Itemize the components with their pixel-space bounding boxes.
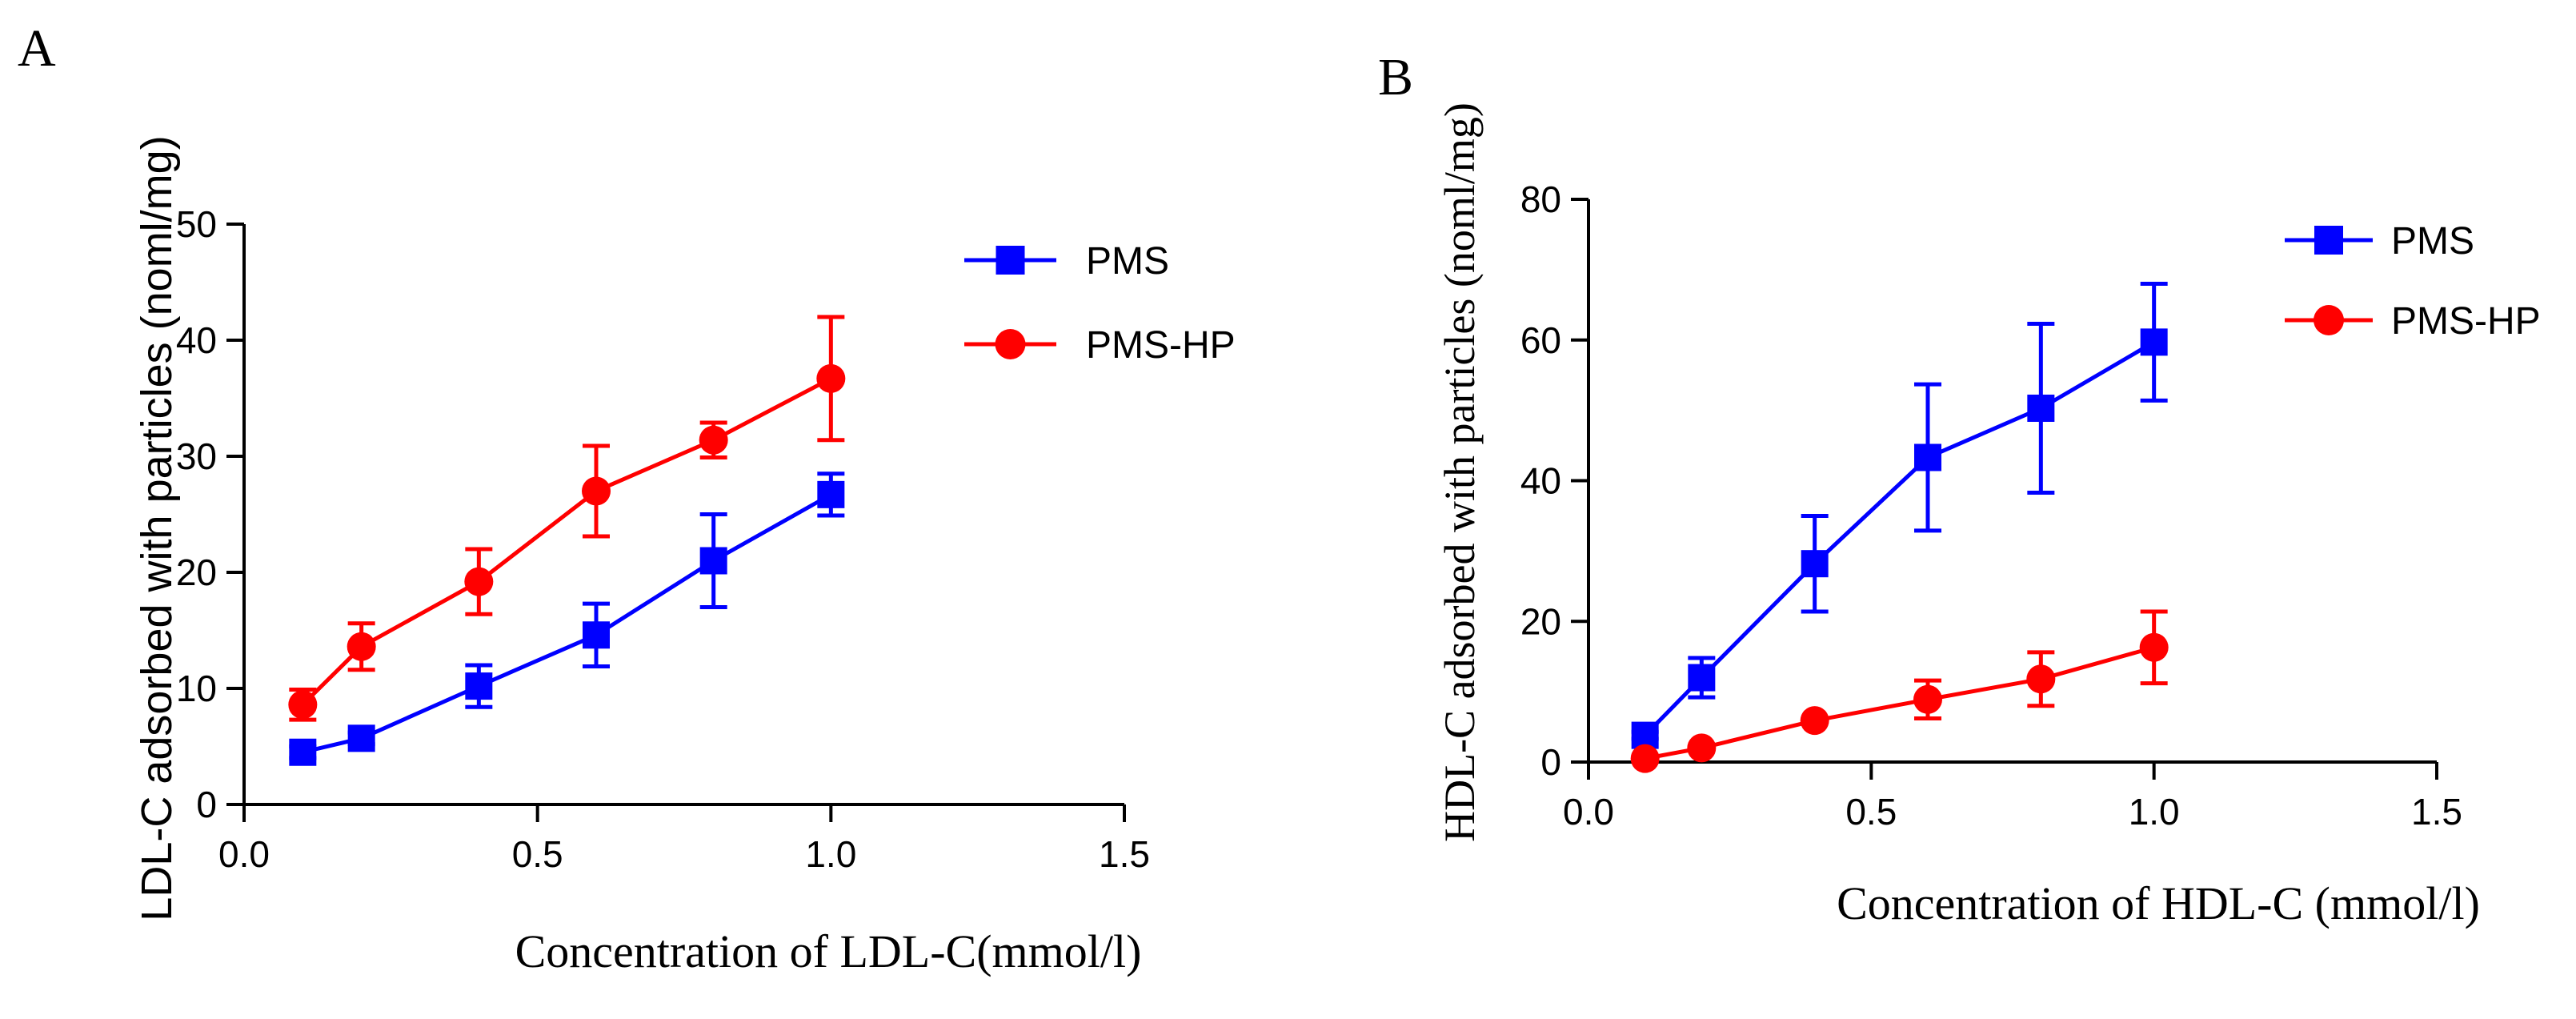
- panel-a-data-point-pms-hp: [582, 476, 611, 506]
- panel-a-legend: PMS PMS-HP: [964, 240, 1236, 367]
- panel-a-data-point-pms: [817, 480, 845, 508]
- panel-b-data-point-pms-hp: [1913, 684, 1942, 714]
- panel-b-x-tick-label: 1.5: [2411, 791, 2462, 832]
- panel-a-data-point-pms-hp: [288, 690, 318, 720]
- panel-a-data-point-pms: [583, 621, 610, 649]
- panel-b-legend-label-pms: PMS: [2391, 220, 2474, 263]
- panel-a-x-tick-label: 0.0: [218, 833, 270, 875]
- panel-a-data-point-pms: [465, 672, 493, 700]
- panel-a-y-tick-label: 30: [176, 435, 217, 477]
- panel-b-data-point-pms: [1801, 550, 1829, 578]
- panel-b: B 0.0 0.5 1.0 1.5 0 20 40 60 80 PMS PMS-HP Concen…: [1378, 48, 2541, 929]
- panel-b-data-point-pms-hp: [1800, 706, 1829, 736]
- panel-b-y-tick-label: 20: [1520, 600, 1561, 642]
- panel-a-y-tick-label: 0: [196, 784, 217, 825]
- panel-label-a: A: [18, 19, 56, 78]
- panel-b-legend: PMS PMS-HP: [2285, 220, 2541, 343]
- panel-label-b: B: [1378, 48, 1413, 106]
- panel-b-data-point-pms-hp: [1630, 744, 1660, 773]
- panel-a-legend-marker-pms-hp: [995, 329, 1026, 359]
- panel-b-x-tick-label: 1.0: [2129, 791, 2180, 832]
- panel-a-series: [288, 315, 846, 766]
- panel-b-legend-label-pms-hp: PMS-HP: [2391, 300, 2541, 343]
- panel-a-data-point-pms: [289, 738, 317, 766]
- panel-a-data-point-pms-hp: [816, 363, 846, 393]
- panel-a-x-tick-label: 1.5: [1099, 833, 1150, 875]
- panel-a-x-axis-label: Concentration of LDL-C(mmol/l): [515, 925, 1142, 977]
- panel-a-legend-label-pms-hp: PMS-HP: [1086, 324, 1236, 367]
- panel-a-y-tick-label: 40: [176, 319, 217, 361]
- panel-a-data-point-pms-hp: [347, 632, 376, 661]
- panel-b-series: [1630, 281, 2169, 773]
- panel-a-legend-marker-pms: [996, 246, 1025, 275]
- panel-b-y-axis-label: HDL-C adsorbed with particles (noml/mg): [1436, 102, 1484, 842]
- panel-a-data-point-pms-hp: [464, 567, 494, 596]
- panel-a-data-point-pms: [699, 547, 727, 575]
- panel-b-data-point-pms-hp: [2026, 664, 2056, 694]
- panel-b-x-axis-label: Concentration of HDL-C (mmol/l): [1837, 877, 2480, 929]
- panel-a-y-tick-label: 20: [176, 552, 217, 593]
- panel-a-data-point-pms-hp: [699, 425, 728, 455]
- panel-a-legend-label-pms: PMS: [1086, 240, 1169, 283]
- panel-b-data-point-pms-hp: [2139, 632, 2169, 662]
- panel-a-x-tick-label: 1.0: [805, 833, 856, 875]
- panel-b-legend-marker-pms-hp: [2314, 305, 2344, 335]
- panel-a-y-axis-label: LDL-C adsorbed with particles (noml/mg): [133, 135, 181, 921]
- panel-b-legend-marker-pms: [2314, 226, 2343, 255]
- panel-b-y-tick-label: 40: [1520, 460, 1561, 502]
- panel-a-axes: 0.0 0.5 1.0 1.5 0 10 20 30 40 50: [176, 203, 1150, 875]
- panel-a-x-tick-label: 0.5: [512, 833, 563, 875]
- panel-b-y-tick-label: 0: [1540, 741, 1561, 783]
- panel-b-data-point-pms-hp: [1687, 733, 1717, 763]
- panel-b-data-point-pms: [1688, 664, 1716, 692]
- panel-b-y-tick-label: 60: [1520, 319, 1561, 361]
- panel-b-data-point-pms: [2140, 328, 2168, 356]
- panel-b-data-point-pms: [1914, 443, 1941, 471]
- panel-a: A 0.0 0.5 1.0 1.5 0 10 20 30 40 50 PMS PMS-HP Conc…: [18, 19, 1236, 977]
- panel-b-x-tick-label: 0.5: [1845, 791, 1897, 832]
- panel-b-axes: 0.0 0.5 1.0 1.5 0 20 40 60 80: [1520, 179, 2462, 832]
- panel-b-x-tick-label: 0.0: [1563, 791, 1614, 832]
- panel-a-y-tick-label: 50: [176, 203, 217, 245]
- panel-b-y-tick-label: 80: [1520, 179, 1561, 220]
- panel-b-data-point-pms: [2027, 394, 2055, 422]
- panel-a-data-point-pms: [347, 724, 375, 752]
- panel-a-y-tick-label: 10: [176, 668, 217, 709]
